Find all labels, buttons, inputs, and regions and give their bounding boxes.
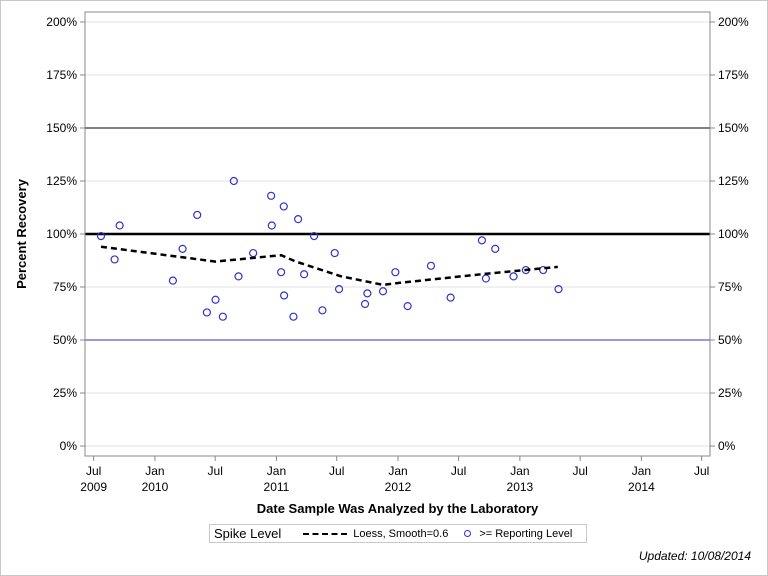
data-point <box>477 236 487 245</box>
x-tick-year-label: 2013 <box>507 480 534 494</box>
x-tick-label: Jul <box>86 464 101 478</box>
data-point <box>115 221 124 230</box>
data-point <box>202 308 211 317</box>
data-point <box>363 289 372 298</box>
x-tick-label: Jan <box>510 464 529 478</box>
data-point <box>539 265 548 275</box>
x-tick-year-label: 2009 <box>80 480 107 494</box>
data-point <box>299 270 309 279</box>
x-tick-label: Jul <box>451 464 466 478</box>
x-tick-year-label: 2011 <box>264 480 290 494</box>
x-tick-year-label: 2010 <box>142 480 169 494</box>
legend: Spike Level Loess, Smooth=0.6 >= Reporti… <box>209 524 587 543</box>
data-point <box>267 221 276 230</box>
data-point <box>211 295 220 304</box>
y-tick-label-right: 125% <box>718 174 749 188</box>
y-tick-label-right: 100% <box>718 227 749 241</box>
data-point <box>360 299 370 309</box>
data-point <box>509 272 518 281</box>
legend-points-label: >= Reporting Level <box>479 527 573 540</box>
data-point <box>96 232 106 241</box>
x-tick-label: Jan <box>267 464 286 478</box>
updated-date: Updated: 10/08/2014 <box>638 549 751 563</box>
y-tick-label-right: 75% <box>718 280 742 294</box>
data-point <box>426 261 436 270</box>
circle-marker-icon <box>464 530 472 537</box>
y-tick-label-left: 200% <box>46 15 77 29</box>
loess-line-swatch <box>303 532 348 535</box>
y-tick-label-right: 50% <box>718 333 742 347</box>
x-tick-label: Jan <box>145 464 164 478</box>
data-point <box>110 255 119 264</box>
x-axis-label: Date Sample Was Analyzed by the Laborato… <box>257 501 539 516</box>
data-point <box>491 244 500 253</box>
data-point <box>178 244 187 253</box>
data-point <box>249 248 258 258</box>
data-point <box>280 291 289 300</box>
data-point <box>378 287 388 296</box>
data-point <box>294 215 303 224</box>
y-tick-label-left: 50% <box>53 333 77 347</box>
x-tick-label: Jul <box>329 464 344 478</box>
data-point <box>289 312 298 321</box>
x-tick-label: Jan <box>388 464 407 478</box>
data-point <box>193 210 202 220</box>
x-tick-label: Jul <box>572 464 587 478</box>
data-point <box>334 285 344 294</box>
legend-loess-label: Loess, Smooth=0.6 <box>353 527 449 540</box>
y-tick-label-right: 0% <box>718 439 736 453</box>
data-point <box>234 272 243 281</box>
y-tick-label-left: 100% <box>46 227 77 241</box>
y-tick-label-right: 150% <box>718 121 749 135</box>
y-tick-label-left: 75% <box>53 280 77 294</box>
y-tick-label-left: 25% <box>53 386 77 400</box>
y-tick-label-left: 175% <box>46 68 77 82</box>
data-point <box>279 202 288 211</box>
data-point <box>481 274 491 283</box>
legend-title: Spike Level <box>214 526 282 541</box>
data-point <box>330 248 339 258</box>
recovery-chart: 0% 0% 25% 25% 50% 50% 75% 75% 100% 100% 125% 125% 15… <box>14 11 749 516</box>
data-point <box>218 312 227 321</box>
y-tick-label-right: 200% <box>718 15 749 29</box>
loess-line <box>100 245 558 287</box>
data-point <box>229 176 238 186</box>
x-tick-label: Jul <box>208 464 223 478</box>
y-tick-label-left: 125% <box>46 174 77 188</box>
y-tick-label-right: 25% <box>718 386 742 400</box>
x-tick-year-label: 2014 <box>628 480 655 494</box>
data-point <box>277 268 286 277</box>
data-point <box>391 268 400 277</box>
data-point <box>446 293 455 302</box>
data-point <box>267 191 276 200</box>
data-point <box>554 285 563 294</box>
x-tick-year-label: 2012 <box>385 480 412 494</box>
data-point <box>309 232 319 241</box>
y-axis-label: Percent Recovery <box>14 178 29 289</box>
data-point <box>168 276 178 285</box>
x-tick-label: Jul <box>694 464 709 478</box>
data-point <box>318 306 327 315</box>
y-tick-label-left: 150% <box>46 121 77 135</box>
x-tick-label: Jan <box>632 464 651 478</box>
data-point <box>403 301 412 311</box>
y-tick-label-right: 175% <box>718 68 749 82</box>
y-tick-label-left: 0% <box>60 439 78 453</box>
